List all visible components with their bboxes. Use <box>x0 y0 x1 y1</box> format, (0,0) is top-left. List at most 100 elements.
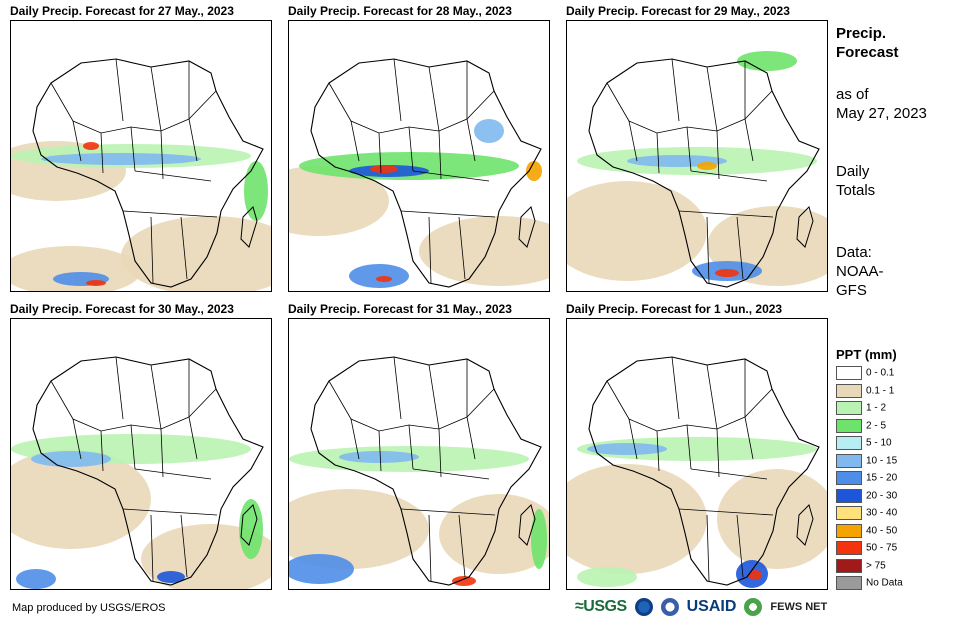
legend-item: 5 - 10 <box>836 436 892 450</box>
country-border <box>690 468 768 480</box>
panel-title: Daily Precip. Forecast for 31 May., 2023 <box>288 302 512 316</box>
country-border <box>736 514 744 578</box>
legend-swatch <box>836 401 862 415</box>
legend-swatch <box>836 488 862 503</box>
legend-swatch <box>836 541 862 555</box>
legend-item: No Data <box>836 576 903 590</box>
precip-area <box>31 451 111 467</box>
legend-swatch <box>836 418 862 433</box>
country-border <box>130 126 136 172</box>
forecast-panel-2: Daily Precip. Forecast for 28 May., 2023 <box>288 4 550 292</box>
precip-area <box>715 269 739 277</box>
legend-label: 50 - 75 <box>866 542 898 554</box>
country-border <box>628 120 638 162</box>
country-border <box>150 216 154 284</box>
legend-label: 10 - 15 <box>866 455 898 467</box>
country-border <box>706 364 718 430</box>
country-border <box>400 210 496 218</box>
legend-label: > 75 <box>866 560 886 572</box>
precip-area <box>567 464 707 574</box>
country-border <box>378 132 382 174</box>
madagascar-outline <box>240 206 258 248</box>
country-border <box>458 216 466 280</box>
precip-area <box>452 576 476 586</box>
legend-label: 20 - 30 <box>866 490 898 502</box>
legend-label: 5 - 10 <box>866 437 892 449</box>
continent-outline <box>310 58 542 288</box>
madagascar-outline <box>240 504 258 546</box>
country-border <box>350 418 360 460</box>
country-border <box>706 66 718 132</box>
noaa-logo-icon <box>634 598 653 616</box>
country-border <box>400 508 496 516</box>
precip-area <box>567 181 707 281</box>
precip-area <box>419 216 549 286</box>
precip-area <box>474 119 504 143</box>
legend-label: 15 - 20 <box>866 472 898 484</box>
country-border <box>744 416 754 460</box>
legend-swatch <box>836 453 862 468</box>
precip-map <box>566 20 828 292</box>
precip-area <box>289 554 354 584</box>
forecast-panel-4: Daily Precip. Forecast for 30 May., 2023 <box>10 302 272 590</box>
precip-area <box>717 469 827 569</box>
country-border <box>115 356 124 420</box>
africa-map <box>11 356 271 589</box>
country-border <box>393 58 402 122</box>
country-border <box>744 118 754 162</box>
legend-label: 30 - 40 <box>866 507 898 519</box>
country-border <box>678 508 774 516</box>
country-border <box>408 424 414 470</box>
country-border <box>438 428 442 478</box>
country-border <box>628 418 638 460</box>
country-border <box>328 82 495 134</box>
legend-title: PPT (mm) <box>836 347 897 362</box>
country-border <box>671 58 680 122</box>
precip-map <box>288 20 550 292</box>
legend-swatch <box>836 366 862 380</box>
africa-map <box>289 58 549 288</box>
precip-area <box>244 161 268 221</box>
country-border <box>686 126 692 172</box>
madagascar-outline <box>518 504 536 546</box>
country-border <box>100 132 104 174</box>
country-border <box>438 130 442 180</box>
country-border <box>328 380 495 432</box>
country-border <box>678 210 774 218</box>
country-border <box>122 508 218 516</box>
africa-map <box>567 51 827 288</box>
country-border <box>180 216 188 280</box>
africa-map <box>11 58 271 291</box>
fews-net-icon <box>744 598 763 616</box>
country-border <box>115 58 124 122</box>
africa-map <box>567 356 827 588</box>
precip-area <box>16 569 56 589</box>
legend-swatch <box>836 576 862 590</box>
country-border <box>706 216 710 284</box>
madagascar-outline <box>518 206 536 248</box>
country-border <box>393 356 402 420</box>
forecast-panel-5: Daily Precip. Forecast for 31 May., 2023 <box>288 302 550 590</box>
legend-label: 1 - 2 <box>866 402 887 414</box>
legend-swatch <box>836 436 862 450</box>
precip-area <box>370 165 398 173</box>
panel-title: Daily Precip. Forecast for 1 Jun., 2023 <box>566 302 783 316</box>
country-border <box>378 430 382 472</box>
madagascar-outline <box>796 504 814 546</box>
panel-title: Daily Precip. Forecast for 30 May., 2023 <box>10 302 234 316</box>
usgs-logo: ≈USGS <box>575 598 627 615</box>
country-border <box>408 126 414 172</box>
legend-label: 0 - 0.1 <box>866 367 895 379</box>
panel-title: Daily Precip. Forecast for 28 May., 2023 <box>288 4 512 18</box>
precip-area <box>587 443 667 455</box>
legend-swatch <box>836 523 862 538</box>
country-border <box>412 170 490 182</box>
sidebar-as-of: as of May 27, 2023 <box>836 86 927 122</box>
country-border <box>188 416 198 460</box>
country-border <box>134 170 212 182</box>
continent-outline <box>310 356 542 586</box>
legend-item: 0 - 0.1 <box>836 366 894 380</box>
legend-item: 50 - 75 <box>836 541 897 555</box>
country-border <box>606 82 773 134</box>
panel-title: Daily Precip. Forecast for 27 May., 2023 <box>10 4 234 18</box>
